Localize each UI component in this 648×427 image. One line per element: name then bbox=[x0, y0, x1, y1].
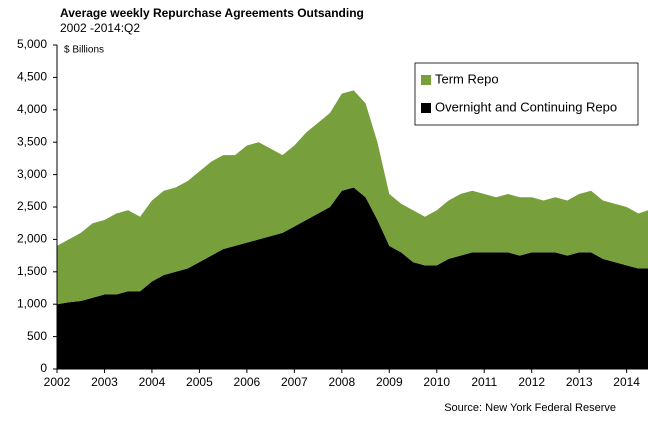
y-tick-label: 1,000 bbox=[17, 296, 47, 310]
x-tick-label: 2014 bbox=[613, 375, 640, 389]
y-tick-label: 0 bbox=[40, 361, 47, 375]
legend-swatch bbox=[421, 103, 431, 113]
x-tick-label: 2002 bbox=[44, 375, 71, 389]
x-tick-label: 2011 bbox=[471, 375, 497, 389]
y-tick-label: 2,000 bbox=[17, 232, 47, 246]
x-tick-label: 2007 bbox=[281, 375, 308, 389]
x-tick-label: 2008 bbox=[328, 375, 355, 389]
x-tick-label: 2010 bbox=[423, 375, 450, 389]
x-tick-label: 2013 bbox=[566, 375, 593, 389]
y-tick-label: 3,000 bbox=[17, 167, 47, 181]
legend-box bbox=[414, 62, 639, 126]
y-tick-label: 3,500 bbox=[17, 134, 47, 148]
x-tick-label: 2012 bbox=[518, 375, 545, 389]
area bbox=[57, 90, 648, 305]
y-tick-label: 4,500 bbox=[17, 70, 47, 84]
legend-label: Term Repo bbox=[435, 71, 499, 86]
source: Source: New York Federal Reserve bbox=[444, 402, 616, 414]
x-tick-label: 2005 bbox=[186, 375, 213, 389]
y-tick-label: 5,000 bbox=[17, 37, 47, 51]
y-tick-label: 4,000 bbox=[17, 102, 47, 116]
y-tick-label: 500 bbox=[27, 329, 47, 343]
chart-subtitle: 2002 -2014:Q2 bbox=[60, 21, 140, 35]
y-tick-label: 2,500 bbox=[17, 199, 47, 213]
x-tick-label: 2004 bbox=[139, 375, 166, 389]
x-tick-label: 2003 bbox=[91, 375, 118, 389]
y-axis-label: $ Billions bbox=[64, 45, 104, 56]
legend-label: Overnight and Continuing Repo bbox=[435, 99, 617, 114]
y-tick-label: 1,500 bbox=[17, 264, 47, 278]
area bbox=[57, 187, 648, 369]
legend-swatch bbox=[421, 75, 431, 85]
chart-title: Average weekly Repurchase Agreements Out… bbox=[60, 6, 364, 20]
x-tick-label: 2009 bbox=[376, 375, 403, 389]
x-tick-label: 2006 bbox=[234, 375, 261, 389]
